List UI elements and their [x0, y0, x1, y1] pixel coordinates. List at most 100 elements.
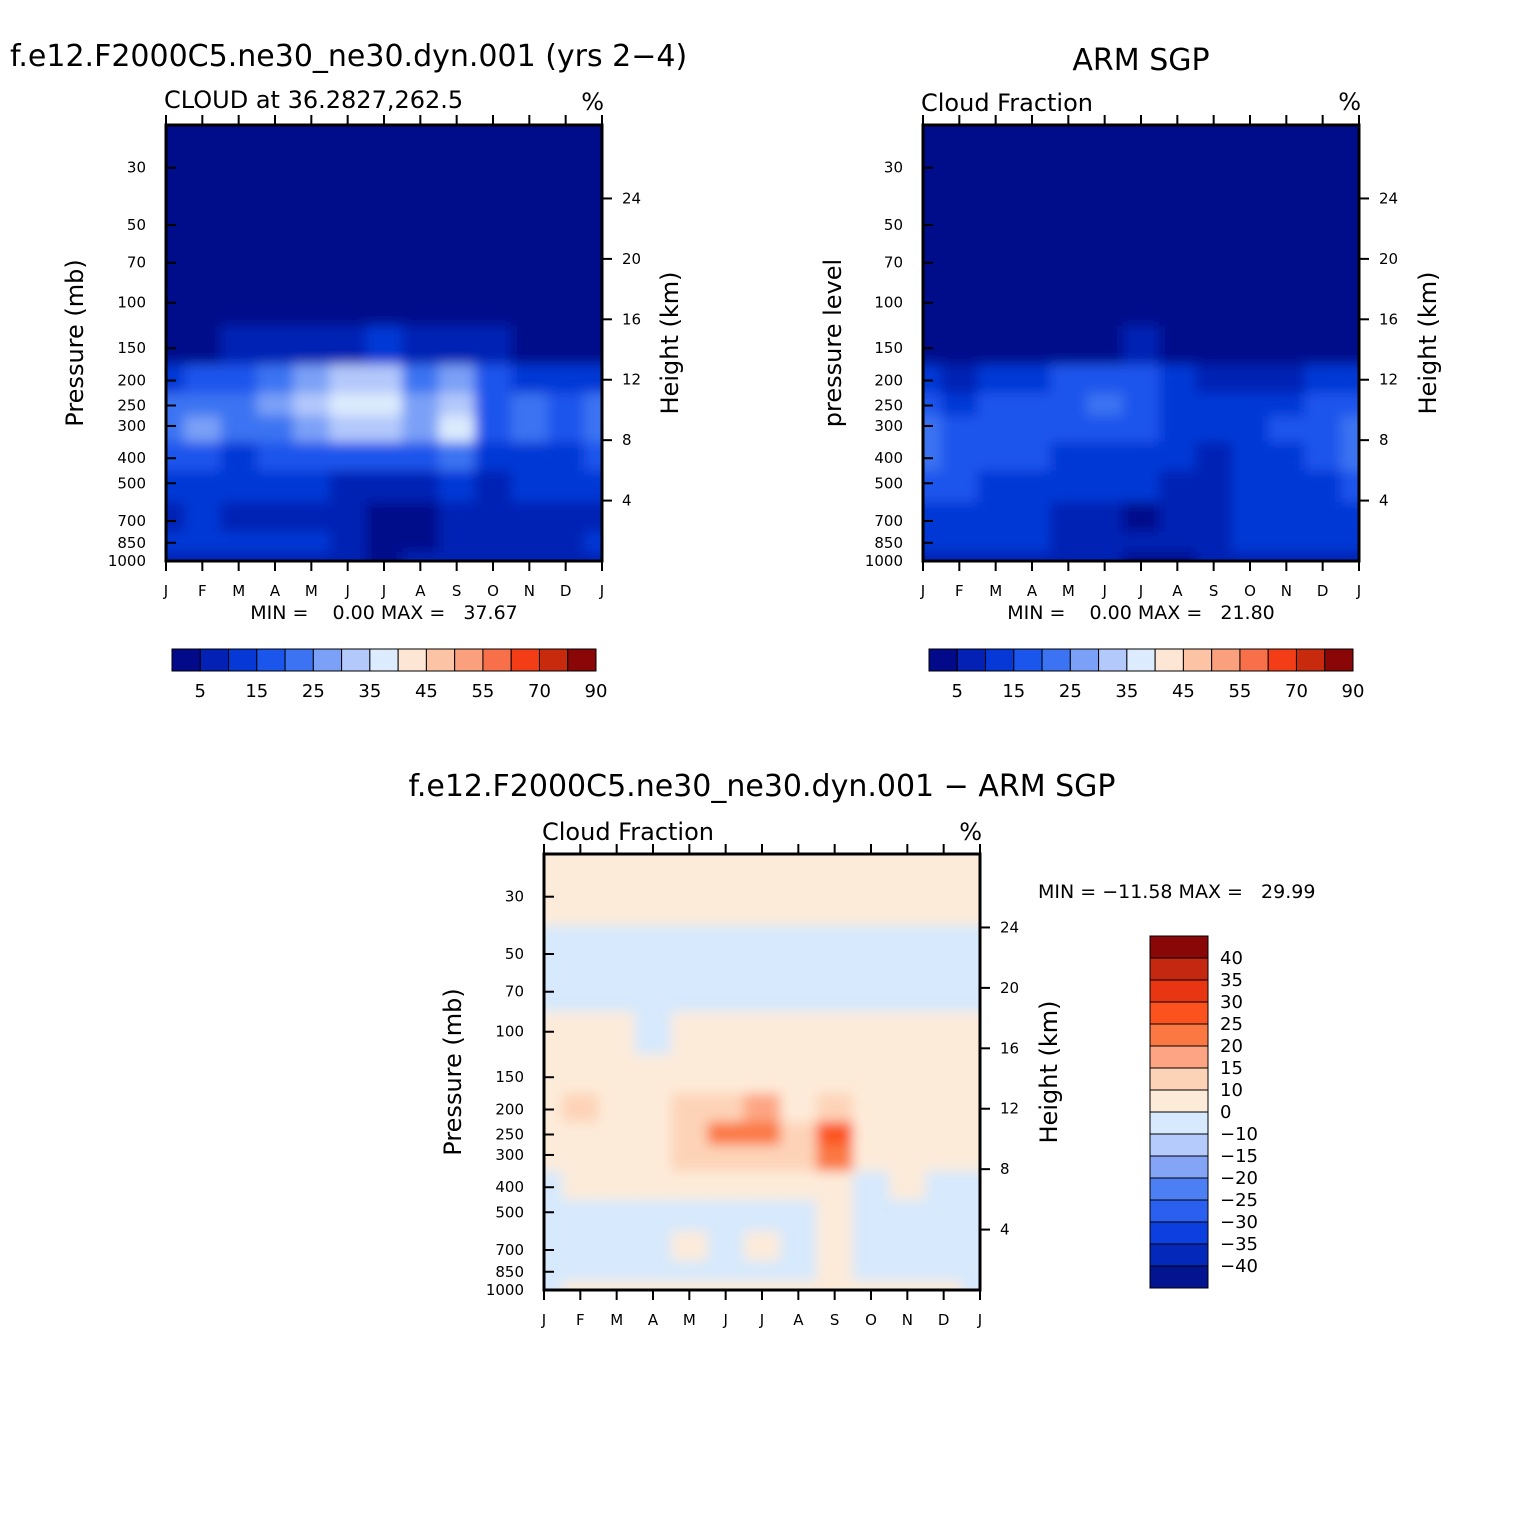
month-tick-label: J [599, 582, 604, 600]
height-tick-label: 8 [1000, 1160, 1010, 1178]
heatmap-cell [329, 470, 367, 503]
heatmap-cell [293, 442, 331, 472]
heatmap-cell [889, 854, 927, 926]
heatmap-cell [1122, 502, 1160, 533]
heatmap-cell [1050, 125, 1088, 197]
month-tick-label: J [722, 1311, 727, 1329]
month-tick-label: S [452, 582, 462, 600]
heatmap-cell [816, 972, 854, 1013]
heatmap-cell [923, 442, 942, 472]
heatmap-cell [1268, 531, 1306, 553]
heatmap-cell [184, 282, 222, 326]
month-tick-label: S [830, 1311, 840, 1329]
heatmap-cell [547, 325, 585, 365]
heatmap-cell [1231, 393, 1269, 417]
heatmap-cell [402, 325, 440, 365]
heatmap-cell [329, 531, 367, 553]
heatmap-cell [1086, 243, 1124, 284]
heatmap-cell [1195, 470, 1233, 503]
heatmap-cell [889, 1280, 927, 1290]
heatmap-cell [780, 1054, 818, 1094]
heatmap-cell [961, 1231, 980, 1262]
heatmap-cell [707, 854, 745, 926]
month-tick-label: A [648, 1311, 659, 1329]
heatmap-cell [438, 442, 476, 472]
colorbar-label: 25 [1220, 1014, 1243, 1035]
heatmap-cell [583, 243, 602, 284]
heatmap-cell [511, 243, 549, 284]
heatmap-cell [707, 1011, 745, 1055]
heatmap-cell [402, 470, 440, 503]
heatmap-cell [816, 1231, 854, 1262]
heatmap-cell [1159, 502, 1197, 533]
heatmap-cell [925, 1122, 963, 1146]
heatmap-cell [1340, 243, 1359, 284]
heatmap-cell [941, 442, 979, 472]
month-tick-label: A [415, 582, 426, 600]
heatmap-cell [1340, 415, 1359, 443]
heatmap-cell [743, 1231, 781, 1262]
colorbar-label: −15 [1220, 1146, 1258, 1167]
heatmap-cell [438, 551, 476, 561]
heatmap-cell [256, 282, 294, 326]
colorbar-box [1149, 935, 1209, 959]
heatmap-cell [1159, 325, 1197, 365]
heatmap-cell [852, 1280, 890, 1290]
heatmap-cell [544, 1199, 563, 1232]
heatmap-cell [547, 531, 585, 553]
panel-diff: f.e12.F2000C5.ne30_ne30.dyn.001 − ARM SG… [408, 769, 1315, 1329]
colorbar-box [1149, 979, 1209, 1003]
heatmap-cell [743, 1280, 781, 1290]
heatmap-cell [743, 854, 781, 926]
heatmap-cell [852, 1093, 890, 1123]
right-axis-label: Height (km) [1414, 272, 1442, 415]
heatmap-cell [889, 972, 927, 1013]
heatmap-cell [1050, 442, 1088, 472]
colorbar-box [397, 648, 427, 672]
heatmap-cell [1340, 125, 1359, 197]
heatmap-cell [707, 1231, 745, 1262]
heatmap-cell [1268, 325, 1306, 365]
heatmap-cell [1340, 502, 1359, 533]
height-tick-label: 4 [1379, 492, 1389, 510]
month-tick-label: J [344, 582, 349, 600]
heatmap-cell [1159, 243, 1197, 284]
heatmap-cell [1231, 502, 1269, 533]
heatmap-cell [1231, 125, 1269, 197]
heatmap-cell [598, 1280, 636, 1290]
heatmap-cell [977, 364, 1015, 394]
heatmap-cell [474, 442, 512, 472]
heatmap-cell [634, 1199, 672, 1232]
heatmap-cell [583, 531, 602, 553]
heatmap-cell [1013, 325, 1051, 365]
heatmap-cell [220, 393, 258, 417]
heatmap-cell [511, 502, 549, 533]
heatmap-cell [1304, 551, 1342, 561]
heatmap-cell [544, 1093, 563, 1123]
panel-title: f.e12.F2000C5.ne30_ne30.dyn.001 − ARM SG… [408, 769, 1115, 804]
height-tick-label: 4 [622, 492, 632, 510]
colorbar-box [425, 648, 456, 672]
pressure-tick-label: 500 [117, 474, 146, 492]
heatmap-cell [671, 1171, 709, 1201]
heatmap-cells [166, 125, 602, 561]
heatmap-cell [923, 470, 942, 503]
heatmap-cell [1304, 196, 1342, 245]
height-tick-label: 12 [1379, 371, 1398, 389]
colorbar-box [1295, 648, 1326, 672]
heatmap-cell [671, 972, 709, 1013]
heatmap-cell [438, 470, 476, 503]
colorbar-label: 70 [1285, 681, 1308, 702]
heatmap-cell [1340, 393, 1359, 417]
heatmap-cell [1013, 531, 1051, 553]
colorbar-label: 15 [1002, 681, 1025, 702]
heatmap-cell [1195, 325, 1233, 365]
colorbar-box [1149, 1001, 1209, 1025]
heatmap-cell [1268, 551, 1306, 561]
heatmap-cell [889, 1054, 927, 1094]
heatmap-cell [1159, 364, 1197, 394]
heatmap-cell [1013, 551, 1051, 561]
heatmap-cell [941, 325, 979, 365]
heatmap-cell [329, 325, 367, 365]
